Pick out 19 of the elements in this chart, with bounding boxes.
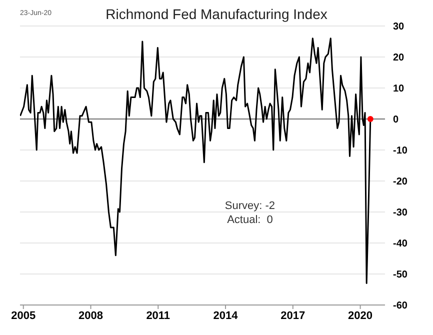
x-tick-label: 2008 bbox=[78, 310, 103, 322]
x-tick-label: 2017 bbox=[280, 310, 306, 322]
x-tick-label: 2014 bbox=[213, 310, 239, 322]
y-tick-label: 10 bbox=[393, 84, 405, 95]
x-tick-label: 2011 bbox=[146, 310, 170, 322]
y-tick-label: 20 bbox=[393, 52, 405, 64]
annotation: Survey: -2 bbox=[224, 199, 276, 213]
y-tick-label: 30 bbox=[393, 22, 405, 33]
y-tick-label: -30 bbox=[393, 208, 408, 219]
y-tick-label: -60 bbox=[393, 300, 408, 312]
y-tick-label: -50 bbox=[393, 270, 408, 281]
annotation: Actual: 0 bbox=[226, 213, 274, 227]
y-tick-label: -20 bbox=[393, 176, 408, 188]
chart-title: Richmond Fed Manufacturing Index bbox=[106, 6, 328, 22]
y-tick-label: -40 bbox=[393, 238, 408, 250]
y-tick-label: 0 bbox=[393, 114, 399, 126]
x-tick-label: 2020 bbox=[348, 310, 373, 322]
y-tick-label: -10 bbox=[393, 146, 408, 157]
x-tick-label: 2005 bbox=[11, 310, 36, 322]
